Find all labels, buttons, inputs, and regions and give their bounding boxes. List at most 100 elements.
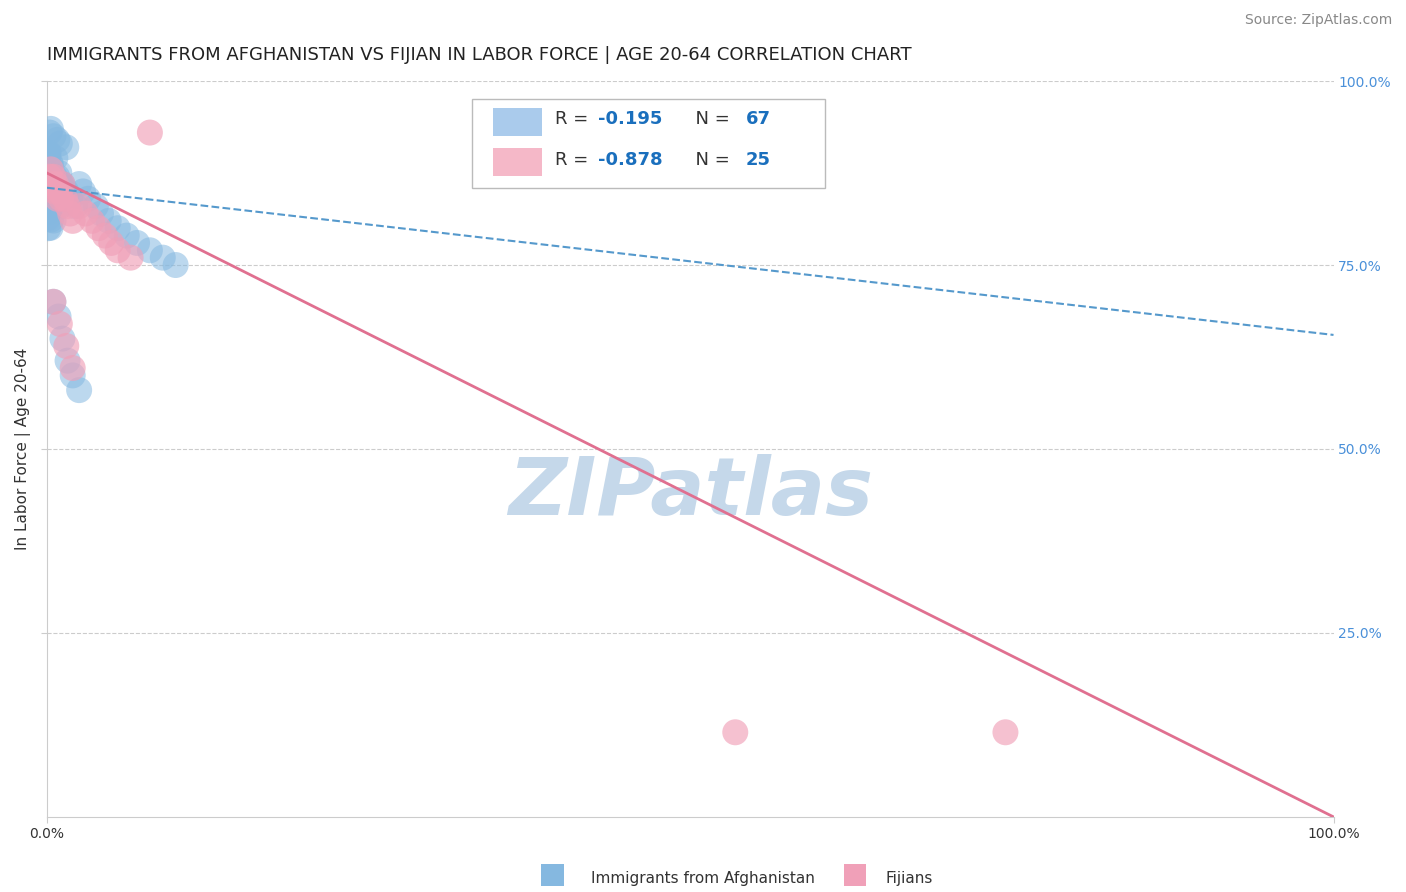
Point — [45, 177, 67, 191]
Point — [84, 199, 107, 213]
Point — [994, 725, 1017, 739]
Point — [56, 353, 79, 368]
Text: ZIPatlas: ZIPatlas — [508, 454, 873, 533]
Point — [42, 169, 65, 184]
Point — [39, 220, 62, 235]
Point — [41, 178, 63, 192]
Point — [46, 169, 69, 184]
Point — [46, 192, 69, 206]
Text: -0.878: -0.878 — [598, 151, 662, 169]
FancyBboxPatch shape — [494, 108, 543, 136]
Text: Immigrants from Afghanistan: Immigrants from Afghanistan — [591, 871, 814, 886]
Point — [48, 166, 70, 180]
Point — [165, 258, 187, 272]
Point — [48, 200, 70, 214]
Point — [39, 194, 62, 209]
Point — [49, 317, 72, 331]
Point — [39, 212, 62, 227]
Point — [37, 152, 59, 166]
Point — [37, 203, 59, 218]
Point — [87, 221, 110, 235]
Point — [39, 121, 62, 136]
Point — [44, 151, 66, 165]
Point — [120, 251, 142, 265]
Point — [46, 133, 69, 147]
FancyBboxPatch shape — [471, 99, 825, 187]
Point — [62, 368, 84, 383]
Point — [100, 235, 122, 250]
Point — [51, 179, 73, 194]
Point — [41, 188, 63, 202]
Point — [37, 187, 59, 202]
Point — [56, 199, 79, 213]
Point — [49, 177, 72, 191]
Point — [97, 214, 120, 228]
Point — [75, 206, 97, 220]
Point — [62, 361, 84, 376]
Point — [139, 126, 162, 140]
Y-axis label: In Labor Force | Age 20-64: In Labor Force | Age 20-64 — [15, 348, 31, 550]
Text: 67: 67 — [745, 111, 770, 128]
Point — [55, 339, 77, 353]
Point — [39, 168, 62, 182]
Point — [44, 185, 66, 199]
Point — [152, 251, 174, 265]
Point — [48, 310, 70, 324]
Point — [37, 146, 59, 161]
Text: Fijians: Fijians — [886, 871, 934, 886]
Text: N =: N = — [683, 151, 735, 169]
Point — [51, 177, 73, 191]
Point — [107, 244, 129, 258]
Point — [39, 178, 62, 193]
Point — [67, 177, 90, 191]
Text: 25: 25 — [745, 151, 770, 169]
Point — [67, 383, 90, 397]
Point — [77, 192, 100, 206]
Point — [44, 169, 66, 184]
Point — [49, 192, 72, 206]
Point — [39, 186, 62, 200]
Point — [59, 192, 82, 206]
Point — [72, 185, 94, 199]
Point — [39, 168, 62, 182]
Point — [125, 235, 148, 250]
Point — [38, 204, 60, 219]
Point — [42, 129, 65, 144]
Point — [53, 192, 76, 206]
Point — [67, 199, 90, 213]
Text: IMMIGRANTS FROM AFGHANISTAN VS FIJIAN IN LABOR FORCE | AGE 20-64 CORRELATION CHA: IMMIGRANTS FROM AFGHANISTAN VS FIJIAN IN… — [46, 46, 911, 64]
Text: Source: ZipAtlas.com: Source: ZipAtlas.com — [1244, 13, 1392, 28]
Point — [55, 140, 77, 154]
Point — [37, 211, 59, 226]
Point — [39, 162, 62, 177]
Point — [94, 228, 117, 243]
Point — [39, 158, 62, 172]
Point — [90, 206, 112, 220]
Point — [38, 169, 60, 184]
Point — [38, 202, 60, 216]
Point — [38, 194, 60, 208]
Point — [724, 725, 747, 739]
Point — [38, 126, 60, 140]
Point — [51, 332, 73, 346]
Point — [55, 187, 77, 202]
Point — [39, 156, 62, 170]
Point — [139, 244, 162, 258]
Point — [38, 190, 60, 204]
Point — [107, 221, 129, 235]
Text: N =: N = — [683, 111, 735, 128]
Point — [37, 150, 59, 164]
Point — [42, 193, 65, 207]
FancyBboxPatch shape — [494, 148, 543, 176]
Point — [38, 145, 60, 160]
Point — [42, 294, 65, 309]
Point — [65, 199, 87, 213]
Point — [59, 206, 82, 220]
Point — [41, 177, 63, 191]
Point — [49, 185, 72, 199]
Point — [42, 183, 65, 197]
Point — [115, 228, 138, 243]
Point — [37, 172, 59, 186]
Point — [80, 214, 103, 228]
Point — [39, 181, 62, 195]
